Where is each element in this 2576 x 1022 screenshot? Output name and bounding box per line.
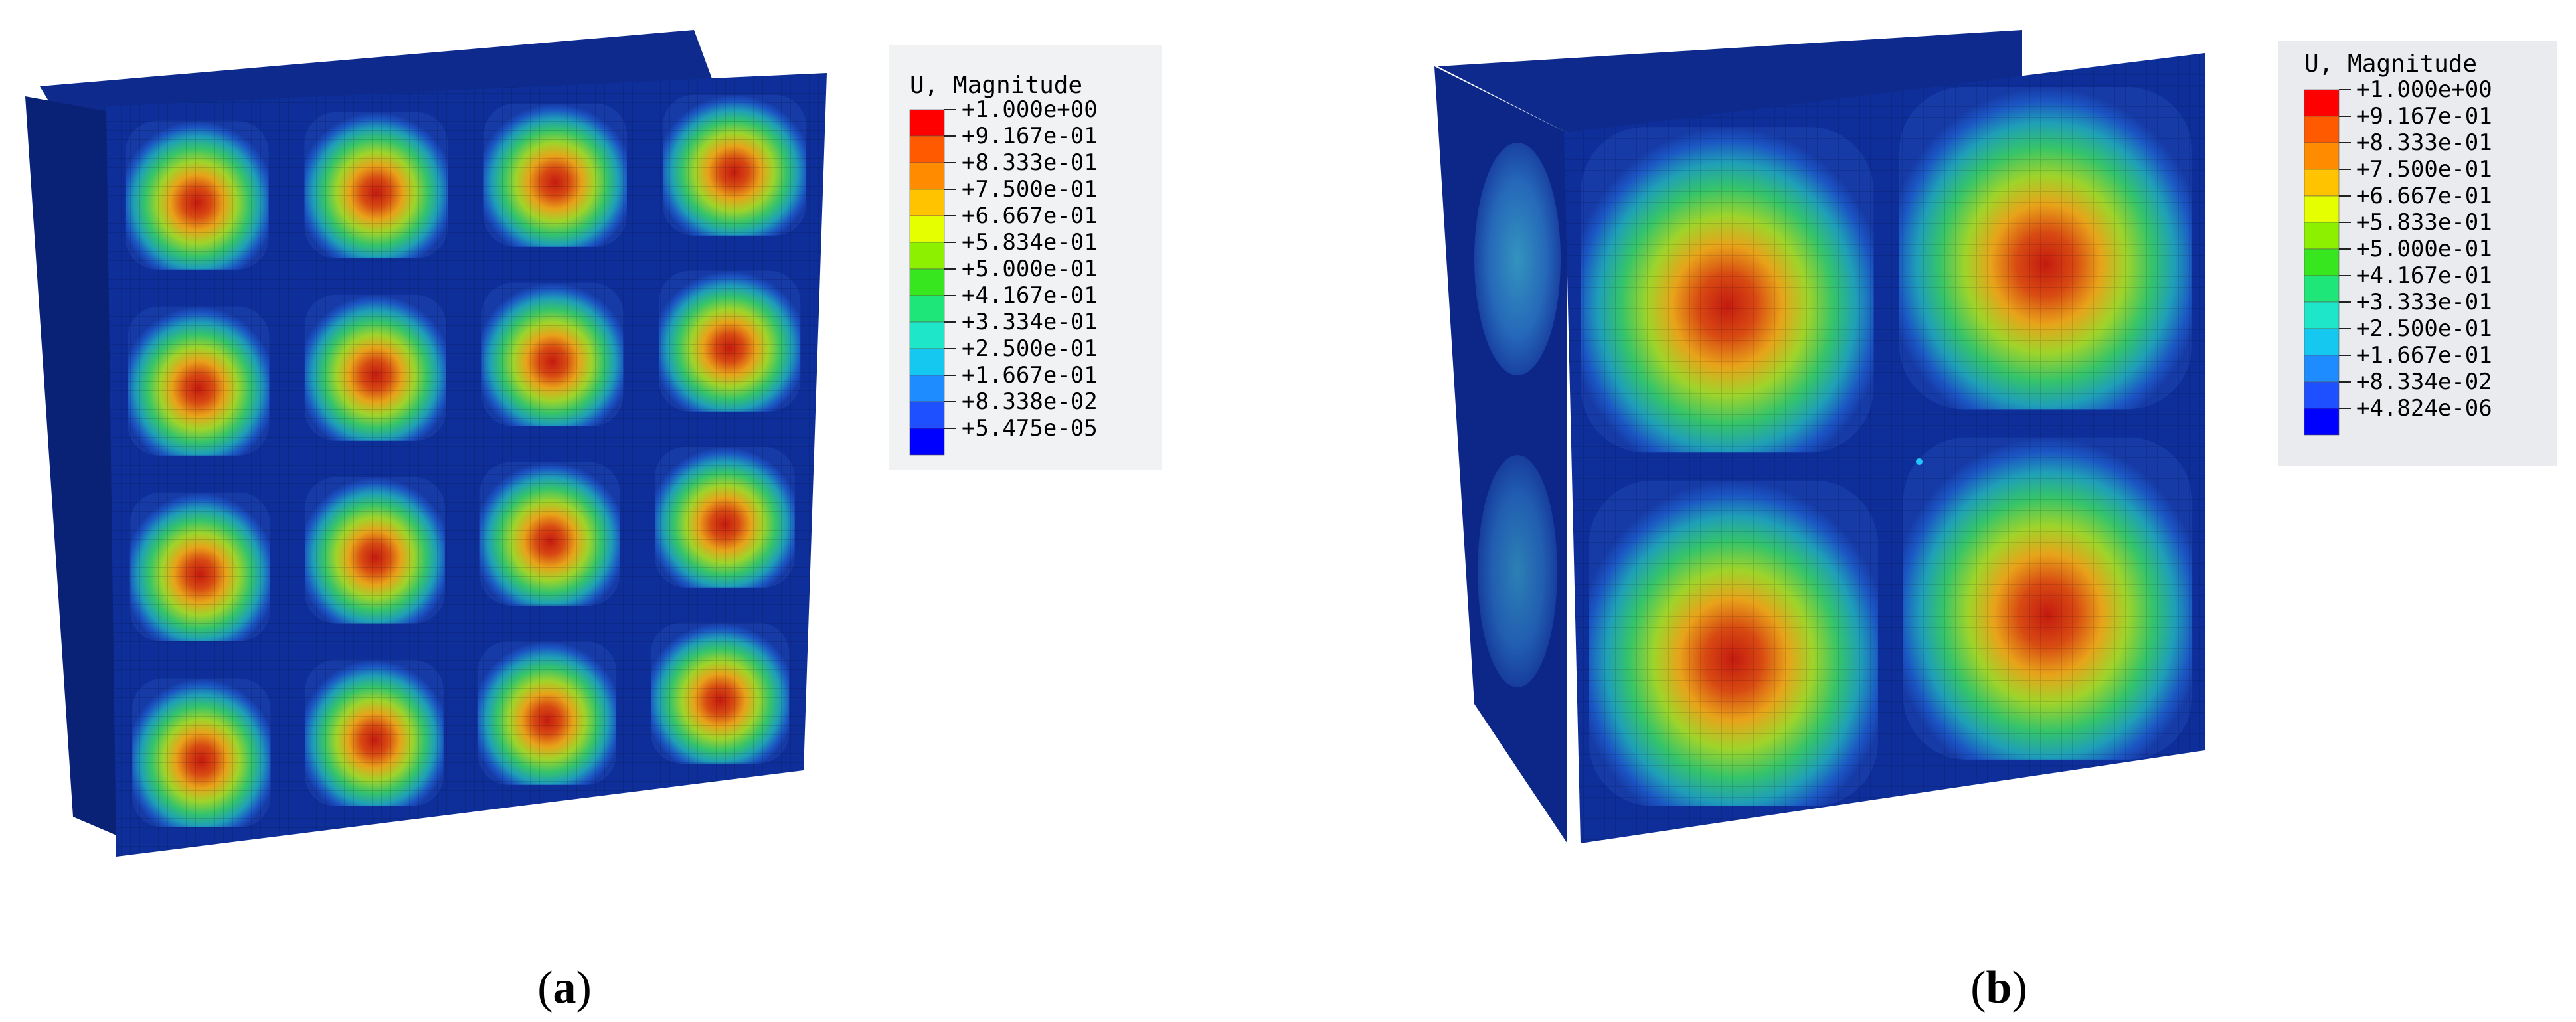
panel-b-legend-value-12: +8.334e-02 <box>2356 369 2492 395</box>
panel-a-legend-value-12: +8.338e-02 <box>962 388 1098 415</box>
panel-a-legend-swatch-8 <box>909 295 945 323</box>
panel-b-legend-swatch-2 <box>2304 116 2340 143</box>
panel-a-legend-swatch-2 <box>909 135 945 163</box>
panel-a-legend-value-13: +5.475e-05 <box>962 415 1098 442</box>
panel-a-legend-swatch-5 <box>909 215 945 243</box>
panel-b-caption-close: ) <box>2012 962 2027 1013</box>
panel-b-caption: (b) <box>1970 962 2027 1013</box>
panel-a-legend-swatch-11 <box>909 375 945 402</box>
panel-b-legend-value-1: +1.000e+00 <box>2356 76 2492 103</box>
panel-a-mesh <box>106 73 827 857</box>
panel-b-legend-swatch-10 <box>2304 328 2340 356</box>
panel-b-legend-value-8: +4.167e-01 <box>2356 262 2492 289</box>
panel-a-legend-swatch-4 <box>909 189 945 216</box>
panel-a-legend-swatch-13 <box>909 428 945 456</box>
panel-a-caption: (a) <box>537 962 592 1013</box>
panel-b-structure <box>1434 30 2205 843</box>
panel-a-legend-value-6: +5.834e-01 <box>962 229 1098 256</box>
panel-a-legend-value-5: +6.667e-01 <box>962 203 1098 229</box>
panel-a-legend-swatch-1 <box>909 109 945 137</box>
panel-b-legend-swatch-1 <box>2304 89 2340 117</box>
panel-b-legend-swatch-5 <box>2304 195 2340 223</box>
panel-b-legend-value-2: +9.167e-01 <box>2356 103 2492 129</box>
panel-a-caption-label: a <box>553 962 576 1013</box>
panel-b-legend-swatch-3 <box>2304 142 2340 170</box>
panel-a-legend: U, Magnitude +1.000e+00+9.167e-01+8.333e… <box>889 45 1162 470</box>
panel-b-legend-value-11: +1.667e-01 <box>2356 342 2492 369</box>
panel-b-node-marker <box>1916 458 1923 465</box>
panel-b-back-plate <box>1438 30 2022 133</box>
panel-b-legend-value-6: +5.833e-01 <box>2356 209 2492 236</box>
panel-b-side-bulge-upper <box>1474 143 1561 375</box>
panel-a-left-flange <box>25 96 120 837</box>
panel-b-caption-label: b <box>1986 962 2012 1013</box>
panel-b-legend-swatch-12 <box>2304 381 2340 409</box>
panel-a-legend-swatch-7 <box>909 268 945 296</box>
panel-b-legend-value-10: +2.500e-01 <box>2356 315 2492 342</box>
panel-b-caption-open: ( <box>1970 962 1986 1013</box>
panel-b-legend-swatch-13 <box>2304 408 2340 436</box>
panel-a-legend-value-9: +3.334e-01 <box>962 309 1098 335</box>
panel-b-legend-value-13: +4.824e-06 <box>2356 395 2492 422</box>
panel-a: U, Magnitude +1.000e+00+9.167e-01+8.333e… <box>25 30 1162 1013</box>
panel-b: U, Magnitude +1.000e+00+9.167e-01+8.333e… <box>1434 30 2557 1013</box>
panel-b-legend-swatches <box>2304 89 2351 436</box>
panel-a-legend-value-10: +2.500e-01 <box>962 335 1098 362</box>
panel-b-legend-value-3: +8.333e-01 <box>2356 129 2492 156</box>
panel-b-legend-swatch-11 <box>2304 355 2340 383</box>
panel-a-legend-value-3: +8.333e-01 <box>962 149 1098 176</box>
panel-a-caption-close: ) <box>576 962 592 1013</box>
panel-a-legend-value-1: +1.000e+00 <box>962 96 1098 123</box>
panel-a-legend-value-7: +5.000e-01 <box>962 256 1098 282</box>
panel-a-legend-swatches <box>909 109 956 456</box>
panel-a-legend-swatch-10 <box>909 348 945 376</box>
panel-b-legend-value-7: +5.000e-01 <box>2356 236 2492 262</box>
panel-a-legend-swatch-3 <box>909 162 945 190</box>
panel-a-legend-value-11: +1.667e-01 <box>962 362 1098 388</box>
panel-b-legend-value-5: +6.667e-01 <box>2356 183 2492 209</box>
panel-b-legend-value-4: +7.500e-01 <box>2356 156 2492 183</box>
panel-b-side-bulge-lower <box>1478 455 1557 687</box>
panel-a-legend-swatch-9 <box>909 321 945 349</box>
panel-b-mesh <box>1564 53 2205 843</box>
panel-a-legend-swatch-12 <box>909 401 945 429</box>
panel-b-legend-swatch-4 <box>2304 169 2340 197</box>
panel-b-legend-swatch-7 <box>2304 248 2340 276</box>
panel-a-legend-value-2: +9.167e-01 <box>962 123 1098 149</box>
panel-a-legend-value-8: +4.167e-01 <box>962 282 1098 309</box>
panel-a-legend-value-4: +7.500e-01 <box>962 176 1098 203</box>
panel-b-legend: U, Magnitude +1.000e+00+9.167e-01+8.333e… <box>2278 41 2557 466</box>
panel-b-legend-swatch-6 <box>2304 222 2340 250</box>
panel-b-legend-value-9: +3.333e-01 <box>2356 289 2492 315</box>
panel-a-structure <box>25 30 827 857</box>
panel-b-legend-title: U, Magnitude <box>2304 50 2477 78</box>
panel-a-legend-swatch-6 <box>909 242 945 270</box>
panel-b-legend-swatch-8 <box>2304 275 2340 303</box>
panel-a-caption-open: ( <box>537 962 553 1013</box>
panel-a-legend-labels: +1.000e+00+9.167e-01+8.333e-01+7.500e-01… <box>962 96 1098 442</box>
panel-b-legend-labels: +1.000e+00+9.167e-01+8.333e-01+7.500e-01… <box>2356 76 2492 422</box>
panel-a-legend-title: U, Magnitude <box>910 72 1082 99</box>
panel-b-legend-swatch-9 <box>2304 301 2340 329</box>
